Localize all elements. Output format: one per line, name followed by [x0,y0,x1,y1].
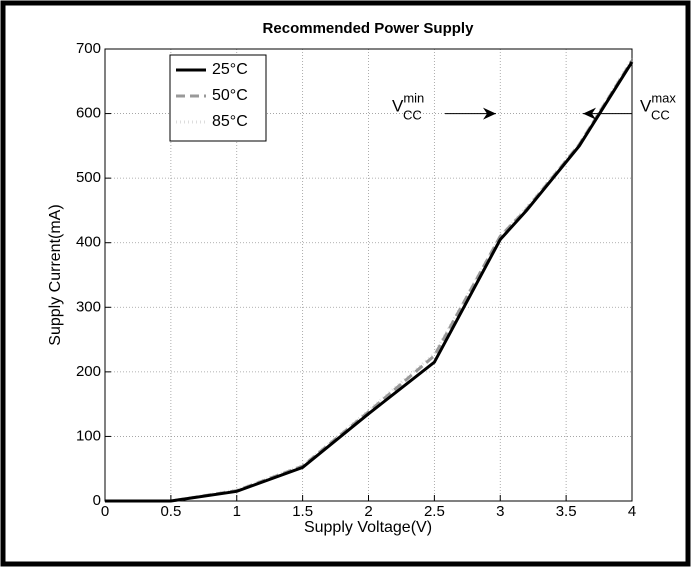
legend-label: 50°C [212,87,248,104]
y-tick-label: 300 [76,298,101,315]
x-axis-label: Supply Voltage(V) [304,519,432,536]
x-tick-label: 3.5 [556,503,577,520]
annotation: Vmin CC [392,91,424,123]
y-tick-label: 200 [76,363,101,380]
annotation-sub: CC [403,108,422,123]
x-tick-label: 0 [101,503,109,520]
x-tick-label: 2 [364,503,372,520]
y-tick-label: 600 [76,105,101,122]
arrow-head [483,107,496,120]
arrow-head [583,107,596,120]
y-tick-label: 700 [76,40,101,57]
x-tick-label: 3 [496,503,504,520]
legend-label: 85°C [212,113,248,130]
y-tick-label: 500 [76,169,101,186]
y-tick-label: 0 [93,492,101,509]
chart-title: Recommended Power Supply [263,20,475,37]
plot-frame [104,48,633,502]
x-tick-label: 4 [628,503,636,520]
y-tick-label: 400 [76,234,101,251]
x-tick-label: 1 [233,503,241,520]
annotation-sup: min [403,91,424,106]
annotation-text: V [640,97,652,116]
x-tick-label: 2.5 [424,503,445,520]
x-tick-label: 1.5 [292,503,313,520]
line [105,57,634,503]
line [105,61,634,503]
legend-label: 25°C [212,61,248,78]
annotation: Vmax CC [640,91,676,123]
x-tick-label: 0.5 [160,503,181,520]
annotation-sub: CC [651,108,670,123]
annotation-text: V [392,97,404,116]
y-tick-label: 100 [76,427,101,444]
y-axis-label: Supply Current(mA) [47,204,64,345]
annotation-sup: max [651,91,676,106]
